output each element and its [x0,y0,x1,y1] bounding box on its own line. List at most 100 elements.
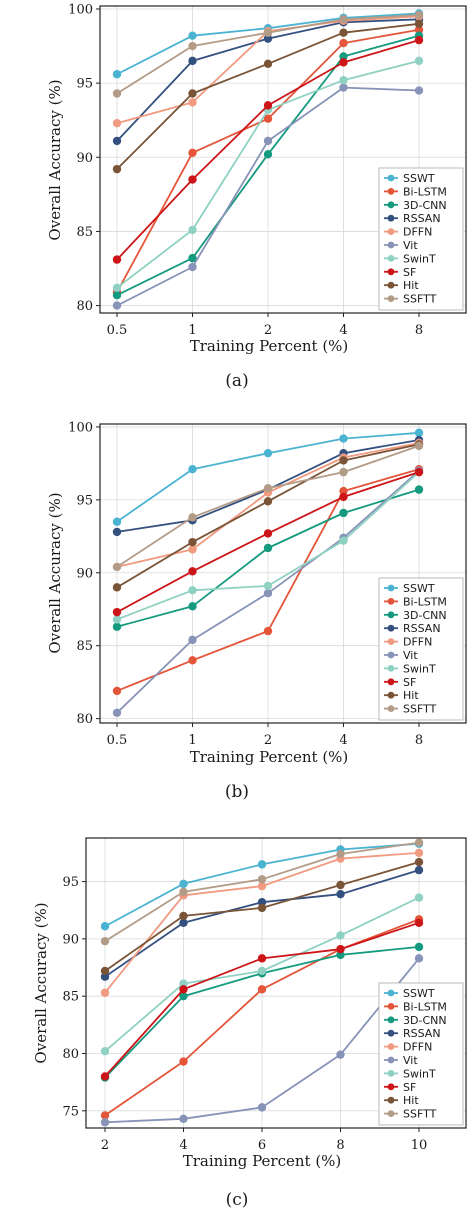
data-point-3d-cnn [112,291,122,300]
panel-caption: (c) [226,1190,249,1210]
legend-swatch-marker [387,1003,395,1010]
data-point-sswt [112,517,122,526]
plot-frame [99,5,467,314]
data-point-vit [112,301,122,310]
data-point-sf [112,607,122,617]
x-tick-label: 4 [179,1138,187,1153]
data-point-sf [179,985,188,994]
legend-swatch-marker [387,691,395,699]
data-point-sswt [100,922,110,931]
chart-panel-1: 80 85 90 95 100 0.5 1 2 4 8 Overall Accuracy (%) Tr… [46,2,467,391]
legend-swatch-marker [387,989,395,997]
data-point-sf [112,255,122,264]
legend-swatch-marker [387,255,395,262]
legend-swatch-marker [387,1070,395,1077]
legend-swatch-marker [387,638,395,645]
data-point-bi-lstm [100,1111,110,1120]
legend-label: Vit [403,649,418,662]
y-axis-title: Overall Accuracy (%) [46,79,64,240]
legend-swatch-marker [387,598,395,605]
y-axis-title: Overall Accuracy (%) [46,492,64,653]
data-point-sf [188,175,197,184]
legend-swatch-marker [387,665,395,672]
data-point-rssan [263,34,273,43]
data-point-vit [414,954,424,963]
legend-label: Vit [403,1054,418,1067]
y-tick-label: 75 [62,1104,79,1119]
legend-label: SF [403,676,416,689]
legend-swatch-marker [387,241,395,249]
legend-label: Hit [403,689,419,702]
data-point-vit [179,1114,188,1124]
legend-swatch-marker [387,651,395,659]
data-point-sswt [257,860,267,869]
data-point-sf [339,58,348,67]
x-tick-label: 8 [336,1138,344,1153]
data-point-sswt [339,434,348,443]
data-point-swint [336,931,345,940]
legend-label: DFFN [403,1041,432,1054]
data-point-rssan [188,56,197,66]
data-point-3d-cnn [179,991,188,1001]
data-point-hit [112,583,122,592]
data-point-sf [263,529,273,538]
data-point-3d-cnn [339,52,348,61]
x-tick-label: 2 [264,323,272,338]
legend-swatch-marker [387,1029,395,1037]
data-point-ssftt [112,89,122,98]
data-point-sswt [263,448,273,458]
legend-swatch-marker [387,228,395,236]
data-point-bi-lstm [257,985,267,994]
data-point-bi-lstm [188,656,197,665]
plot-frame [85,837,467,1129]
legend-swatch-marker [387,584,395,592]
data-point-ssftt [188,41,197,51]
data-point-hit [263,497,273,506]
data-point-sf [414,35,424,45]
data-point-swint [112,615,122,624]
data-point-ssftt [263,28,273,37]
x-axis-title: Training Percent (%) [190,748,349,766]
data-point-dffn [257,881,267,891]
chart-panel-3: 75 80 85 90 95 2 4 6 8 10 Overall Accuracy (%) Trai… [32,837,467,1210]
data-point-sswt [188,31,197,40]
legend-label: RSSAN [403,212,441,225]
data-point-ssftt [339,15,348,24]
data-point-dffn [100,988,110,997]
data-point-swint [188,586,197,595]
data-point-sswt [179,879,188,889]
legend-label: Vit [403,239,418,252]
x-axis-title: Training Percent (%) [190,337,349,355]
legend-label: RSSAN [403,622,441,635]
data-point-sswt [112,70,122,79]
legend-label: Bi-LSTM [403,595,447,608]
legend-label: RSSAN [403,1027,441,1040]
x-tick-label: 2 [264,733,272,748]
data-point-hit [336,880,345,890]
data-point-vit [257,1103,267,1112]
x-tick-label: 4 [339,323,347,338]
legend-swatch-marker [387,1043,395,1050]
legend-label: DFFN [403,636,432,649]
y-tick-label: 95 [62,875,79,890]
data-point-rssan [414,865,424,875]
data-point-dffn [414,848,424,858]
data-point-sf [257,954,267,963]
data-point-hit [100,966,110,976]
data-point-swint [257,966,267,976]
legend-label: Bi-LSTM [403,185,447,198]
legend-swatch-marker [387,678,395,686]
data-point-swint [100,1047,110,1056]
legend: SSWTBi-LSTM3D-CNNRSSANDFFNVitSwinTSFHitS… [378,167,464,311]
data-point-bi-lstm [112,686,122,696]
legend-label: SwinT [403,252,436,265]
data-point-bi-lstm [339,486,348,496]
legend-label: DFFN [403,226,432,239]
legend-swatch-marker [387,1096,395,1104]
legend-label: 3D-CNN [403,1014,447,1027]
panel-caption: (a) [225,371,248,391]
legend-label: Hit [403,1094,419,1107]
data-point-ssftt [414,10,424,20]
legend-swatch-marker [387,201,395,209]
x-tick-label: 4 [339,733,347,748]
